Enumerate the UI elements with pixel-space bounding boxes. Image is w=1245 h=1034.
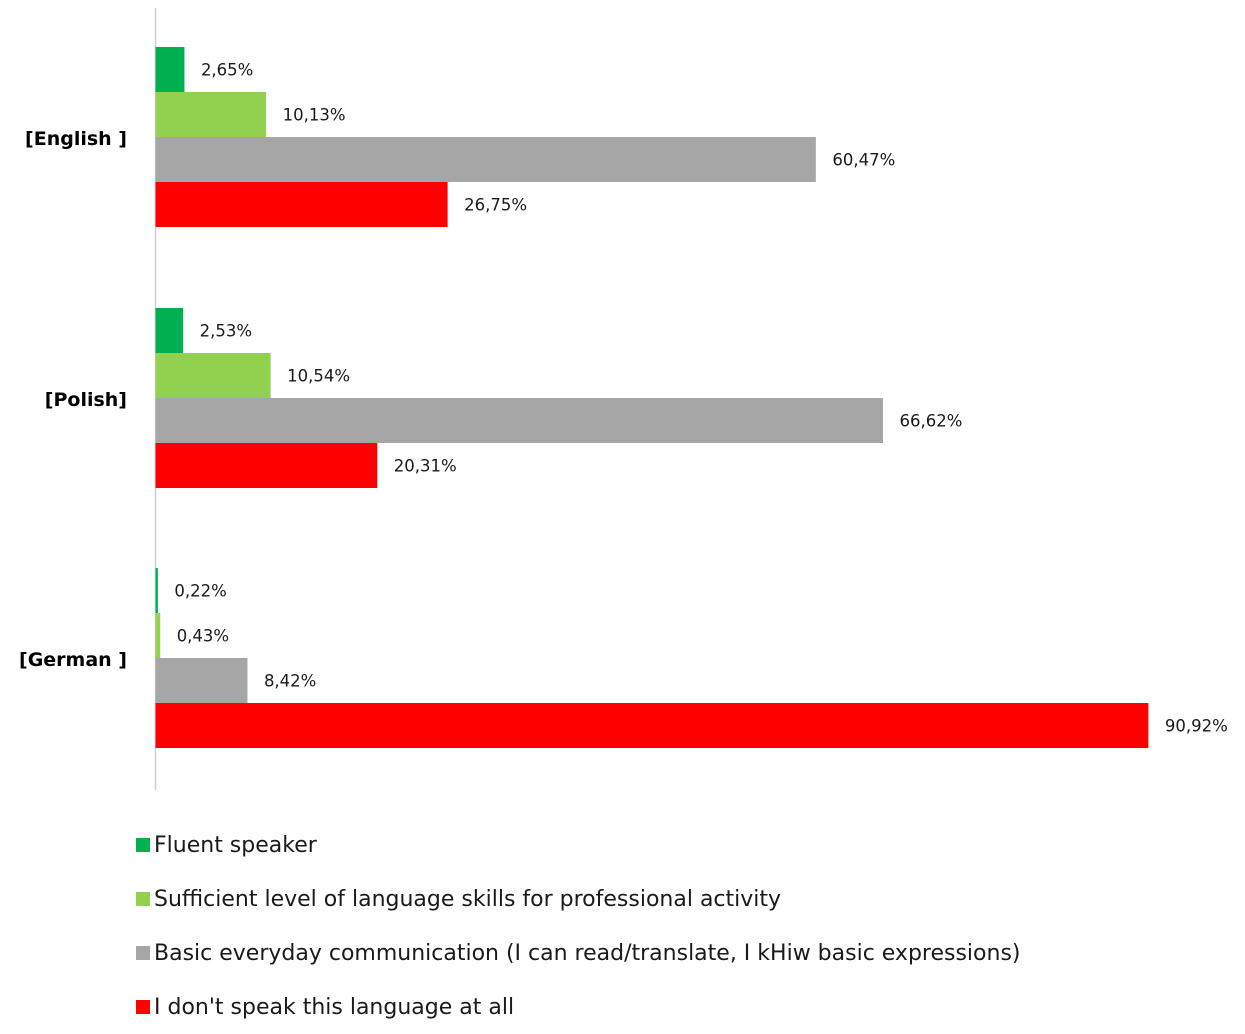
legend-label: Basic everyday communication (I can read…: [154, 940, 1021, 966]
data-label: 60,47%: [832, 151, 895, 170]
legend: Fluent speaker Sufficient level of langua…: [136, 818, 1021, 1034]
legend-swatch: [136, 892, 150, 906]
legend-label: I don't speak this language at all: [154, 994, 515, 1020]
bar: [155, 703, 1149, 748]
bar: [155, 137, 816, 182]
data-labels: 2,65% 10,13% 60,47% 26,75% 2,53% 10,54% 66,62%…: [174, 61, 1227, 736]
bar: [155, 443, 378, 488]
data-label: 2,53%: [200, 322, 252, 341]
data-label: 20,31%: [394, 457, 457, 476]
category-labels: [English ] [Polish] [German ]: [19, 128, 127, 671]
data-label: 90,92%: [1165, 717, 1228, 736]
category-label: [German ]: [19, 649, 127, 671]
legend-swatch: [136, 946, 150, 960]
bar: [155, 353, 271, 398]
bars: [155, 47, 1149, 748]
data-label: 2,65%: [201, 61, 253, 80]
bar: [155, 658, 248, 703]
legend-label: Fluent speaker: [154, 832, 317, 858]
bar: [155, 308, 184, 353]
legend-item: Basic everyday communication (I can read…: [136, 926, 1021, 980]
legend-item: Sufficient level of language skills for …: [136, 872, 1021, 926]
data-label: 0,43%: [177, 627, 229, 646]
data-label: 26,75%: [464, 196, 527, 215]
category-label: [English ]: [25, 128, 127, 150]
bar: [155, 398, 883, 443]
bar: [155, 182, 448, 227]
legend-label: Sufficient level of language skills for …: [154, 886, 782, 912]
bar: [155, 47, 185, 92]
bar: [155, 613, 161, 658]
bar: [155, 568, 158, 613]
data-label: 8,42%: [264, 672, 316, 691]
legend-swatch: [136, 838, 150, 852]
legend-item: I don't speak this language at all: [136, 980, 1021, 1034]
category-label: [Polish]: [45, 389, 127, 411]
data-label: 10,54%: [287, 367, 350, 386]
data-label: 0,22%: [174, 582, 226, 601]
bar-chart: [English ] [Polish] [German ] 2,65% 10,13% 6…: [19, 8, 1228, 790]
data-label: 10,13%: [283, 106, 346, 125]
legend-item: Fluent speaker: [136, 818, 1021, 872]
data-label: 66,62%: [899, 412, 962, 431]
legend-swatch: [136, 1000, 150, 1014]
bar: [155, 92, 267, 137]
